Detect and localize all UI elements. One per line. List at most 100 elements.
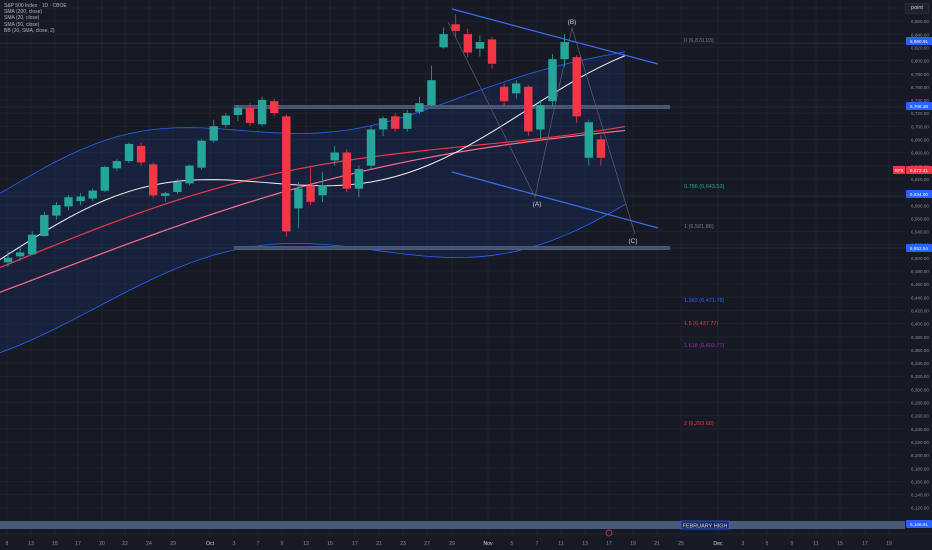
candle-body[interactable] [257,99,267,125]
time-tick-label: 19 [630,541,636,547]
candle-body[interactable] [524,86,533,132]
candle-body[interactable] [584,122,593,158]
price-tick-label: 6,580.00 [911,203,929,208]
candle-body[interactable] [100,166,109,191]
candle-body[interactable] [149,164,158,196]
candle-body[interactable] [173,182,182,192]
candle-body[interactable] [306,185,315,202]
time-tick-label: 11 [558,541,563,547]
candle-body[interactable] [112,161,122,169]
candle-body[interactable] [403,113,412,129]
candle-body[interactable] [378,118,388,130]
price-tick-label: 6,800.00 [911,59,929,64]
time-tick-label: 3 [233,541,236,547]
candle-body[interactable] [270,101,279,114]
price-badge [906,37,932,45]
price-tick-label: 6,620.00 [911,177,929,182]
fib-label-2: 1 (6,581.86) [684,224,714,230]
candle-body[interactable] [52,205,61,216]
candle-body[interactable] [330,152,339,161]
candle-body[interactable] [463,34,472,53]
legend-bb[interactable]: BB (20, SMA, close, 2) [4,27,55,34]
legend-sma200[interactable]: SMA (200, close) [4,9,43,16]
price-tick-label: 6,200.00 [911,453,929,458]
candle-body[interactable] [221,115,230,125]
bollinger-upper[interactable] [0,51,626,203]
candle-body[interactable] [415,103,424,112]
time-tick-label: 13 [582,541,588,547]
candle-body[interactable] [451,24,460,31]
time-tick-label: 7 [536,541,539,547]
price-tick-label: 6,760.00 [911,85,929,90]
candle-body[interactable] [487,39,497,64]
time-tick-label: Nov [483,541,493,547]
legend-sma20[interactable]: SMA (20, close) [4,15,40,22]
price-tick-label: 6,380.00 [911,335,929,340]
candle-body[interactable] [572,57,581,117]
candle-body[interactable] [596,139,606,158]
candle-body[interactable] [209,126,218,141]
candle-body[interactable] [342,152,351,189]
candle-body[interactable] [124,143,134,162]
channel-lower-line[interactable] [451,171,659,229]
candle-body[interactable] [548,59,557,102]
price-tick-label: 6,460.00 [911,282,929,287]
candle-body[interactable] [318,185,327,196]
price-tick-label: 6,840.00 [911,32,929,37]
candle-body[interactable] [499,86,509,102]
candle-body[interactable] [15,252,25,257]
bollinger-lower[interactable] [0,204,626,358]
candle-body[interactable] [233,107,243,116]
price-tick-label: 6,260.00 [911,414,929,419]
price-tick-label: 6,680.00 [911,138,929,143]
price-tick-label: 6,660.00 [911,151,929,156]
candle-body[interactable] [136,145,146,163]
candle-body[interactable] [439,34,448,48]
bollinger-band-fill [0,51,626,353]
legend-sma50[interactable]: SMA (50, close) [4,21,40,28]
candle-body[interactable] [40,214,49,237]
candle-body[interactable] [536,105,545,130]
legend-title[interactable]: S&P 500 Index · 1D · CBOE [4,3,67,9]
price-badge [906,520,932,528]
price-badge-text: 6,146.61 [910,522,928,527]
candle-body[interactable] [245,107,255,123]
fib-label-3: 1.382 (6,471.78) [684,298,725,304]
candle-body[interactable] [161,193,170,196]
candle-body[interactable] [475,42,485,49]
channel-upper-line[interactable] [451,8,659,65]
candle-body[interactable] [354,168,364,189]
candle-body[interactable] [197,140,206,168]
time-tick-label: 11 [813,541,818,547]
time-tick-label: 8 [6,541,9,547]
candle-body[interactable] [560,42,569,60]
wave-zigzag[interactable] [447,21,636,235]
candle-body[interactable] [76,196,85,202]
event-marker-icon[interactable] [605,529,613,537]
time-tick-label: 21 [654,541,660,547]
candle-body[interactable] [366,129,376,166]
february-high-label: FEBRUARY HIGH [682,524,727,530]
candle-body[interactable] [64,197,73,207]
time-tick-label: 29 [449,541,455,547]
candle-body[interactable] [185,165,194,184]
candle-body[interactable] [88,190,97,199]
price-badge [906,190,932,198]
price-badge-text: 6,634.00 [910,192,928,197]
point-mode-button[interactable]: point [905,3,929,14]
price-tick-label: 6,400.00 [911,322,929,327]
price-tick-label: 6,700.00 [911,124,929,129]
price-axis-bg [905,0,932,550]
february-high-zone[interactable] [0,521,905,529]
price-badge-text: 6,766.38 [910,104,928,109]
candle-body[interactable] [294,188,303,209]
candle-body[interactable] [3,257,13,263]
candle-body[interactable] [391,116,400,129]
time-tick-label: 22 [122,541,128,547]
candle-body[interactable] [28,234,37,255]
candle-body[interactable] [512,83,521,94]
candle-body[interactable] [282,116,291,232]
candle-body[interactable] [427,80,436,106]
